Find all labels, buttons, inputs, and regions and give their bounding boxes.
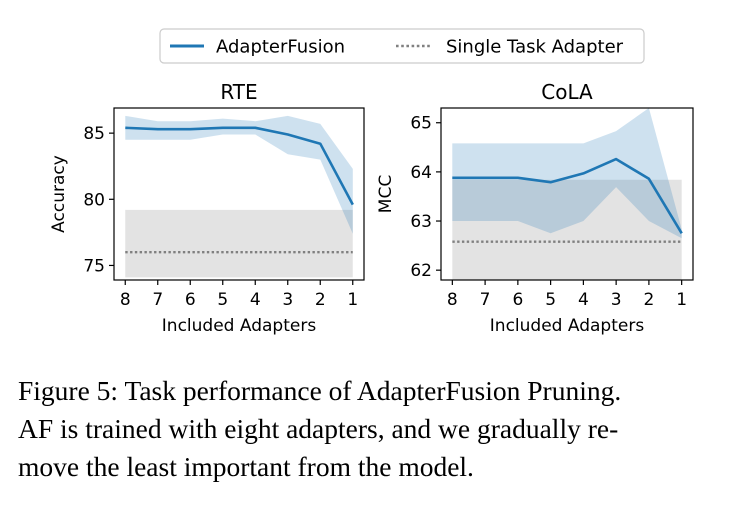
cola-y-tick-label: 63 (410, 212, 432, 232)
rte-y-tick-label: 85 (83, 124, 105, 144)
rte-panel: RTE 8 7 6 5 4 3 2 1 75 80 85 Included Adapters Accura… (49, 80, 365, 336)
rte-series-band (125, 115, 353, 234)
cola-x-tick-label: 3 (611, 290, 622, 310)
cola-y-tick-label: 65 (410, 114, 432, 134)
cola-title: CoLA (541, 80, 593, 104)
cola-series-line (452, 157, 683, 234)
cola-x-tick-label: 6 (512, 290, 523, 310)
rte-title: RTE (220, 80, 257, 104)
cola-x-tick-label: 7 (480, 290, 491, 310)
rte-x-tick-label: 5 (217, 290, 228, 310)
rte-baseline-band (125, 209, 353, 278)
rte-x-tick-label: 8 (120, 290, 131, 310)
figure-5-chart: AdapterFusion Single Task Adapter RTE 8 7 6… (49, 28, 694, 336)
cola-axes-frame (440, 107, 694, 281)
rte-y-tick-label: 80 (83, 190, 105, 210)
rte-y-axis-label: Accuracy (49, 155, 69, 233)
rte-x-tick-label: 4 (250, 290, 261, 310)
rte-x-tick-label: 7 (152, 290, 163, 310)
cola-y-tick-label: 64 (410, 163, 432, 183)
rte-x-tick-label: 1 (347, 290, 358, 310)
legend: AdapterFusion Single Task Adapter (159, 28, 645, 64)
rte-axes-frame (113, 107, 365, 281)
rte-series-line (125, 126, 354, 206)
caption-line: Figure 5: Task performance of AdapterFus… (18, 375, 622, 406)
cola-x-tick-label: 4 (578, 290, 589, 310)
cola-series-band (452, 108, 682, 239)
cola-y-axis-label: MCC (376, 175, 396, 213)
caption-line: move the least important from the model. (18, 451, 474, 482)
cola-x-tick-label: 1 (676, 290, 687, 310)
rte-x-tick-label: 2 (315, 290, 326, 310)
cola-x-tick-label: 8 (447, 290, 458, 310)
caption-line: AF is trained with eight adapters, and w… (18, 413, 619, 444)
cola-baseline-band (452, 179, 682, 280)
legend-label-adapterfusion: AdapterFusion (216, 37, 345, 58)
cola-y-tick-label: 62 (410, 261, 432, 281)
cola-x-axis-label: Included Adapters (490, 316, 645, 336)
rte-x-axis-label: Included Adapters (162, 316, 317, 336)
cola-x-tick-label: 5 (545, 290, 556, 310)
legend-label-single-task-adapter: Single Task Adapter (446, 37, 624, 58)
rte-x-tick-label: 3 (282, 290, 293, 310)
rte-x-tick-label: 6 (185, 290, 196, 310)
cola-x-tick-label: 2 (643, 290, 654, 310)
figure-caption: Figure 5: Task performance of AdapterFus… (18, 372, 742, 486)
rte-y-tick-label: 75 (83, 256, 105, 276)
